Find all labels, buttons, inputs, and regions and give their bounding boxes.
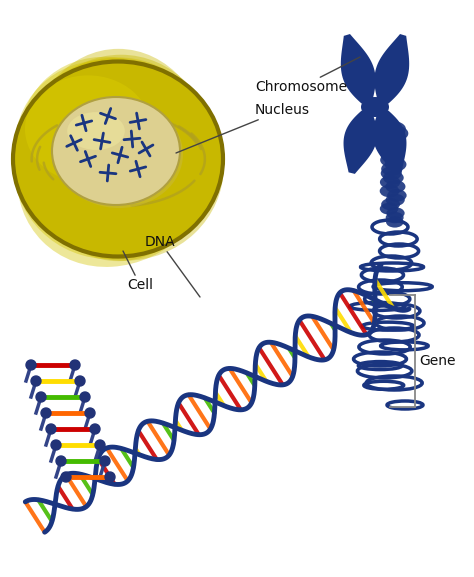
Ellipse shape <box>380 185 400 197</box>
Polygon shape <box>373 111 407 174</box>
Circle shape <box>56 456 66 466</box>
Circle shape <box>70 360 80 370</box>
Text: Cell: Cell <box>123 251 153 292</box>
Circle shape <box>61 472 71 482</box>
Ellipse shape <box>380 203 398 215</box>
Ellipse shape <box>25 76 151 183</box>
Ellipse shape <box>19 57 210 248</box>
Circle shape <box>31 376 41 386</box>
Ellipse shape <box>382 121 406 137</box>
Ellipse shape <box>385 194 405 206</box>
Ellipse shape <box>381 148 403 163</box>
Circle shape <box>80 392 90 402</box>
Ellipse shape <box>381 167 402 180</box>
Ellipse shape <box>67 112 125 150</box>
Ellipse shape <box>19 58 214 253</box>
Ellipse shape <box>380 153 402 167</box>
Text: DNA: DNA <box>145 235 200 297</box>
Ellipse shape <box>386 212 404 223</box>
Ellipse shape <box>386 216 404 227</box>
Ellipse shape <box>384 126 408 141</box>
Text: Gene: Gene <box>419 354 456 368</box>
Circle shape <box>105 472 115 482</box>
Ellipse shape <box>380 175 401 189</box>
Circle shape <box>95 440 105 450</box>
Ellipse shape <box>381 198 400 210</box>
Ellipse shape <box>14 60 212 258</box>
Ellipse shape <box>52 97 180 205</box>
Ellipse shape <box>13 62 223 257</box>
Polygon shape <box>341 34 375 104</box>
Ellipse shape <box>55 100 183 208</box>
Ellipse shape <box>361 97 389 117</box>
Ellipse shape <box>381 162 402 175</box>
Ellipse shape <box>378 130 401 145</box>
Ellipse shape <box>379 135 402 149</box>
Ellipse shape <box>385 180 405 193</box>
Circle shape <box>26 360 36 370</box>
Circle shape <box>90 424 100 434</box>
Polygon shape <box>374 34 409 104</box>
Text: Chromosome: Chromosome <box>255 57 360 94</box>
Text: Nucleus: Nucleus <box>176 103 310 153</box>
Circle shape <box>75 376 85 386</box>
Ellipse shape <box>385 158 407 171</box>
Polygon shape <box>344 111 377 174</box>
Circle shape <box>46 424 56 434</box>
Ellipse shape <box>26 55 216 253</box>
Circle shape <box>100 456 110 466</box>
Ellipse shape <box>378 140 401 154</box>
Circle shape <box>36 392 46 402</box>
Ellipse shape <box>27 49 210 261</box>
Ellipse shape <box>26 73 224 261</box>
Ellipse shape <box>386 207 405 219</box>
Ellipse shape <box>17 65 219 267</box>
Ellipse shape <box>383 171 404 184</box>
Circle shape <box>51 440 61 450</box>
Ellipse shape <box>387 189 407 201</box>
Circle shape <box>41 408 51 418</box>
Ellipse shape <box>380 144 403 158</box>
Ellipse shape <box>13 57 215 259</box>
Circle shape <box>85 408 95 418</box>
